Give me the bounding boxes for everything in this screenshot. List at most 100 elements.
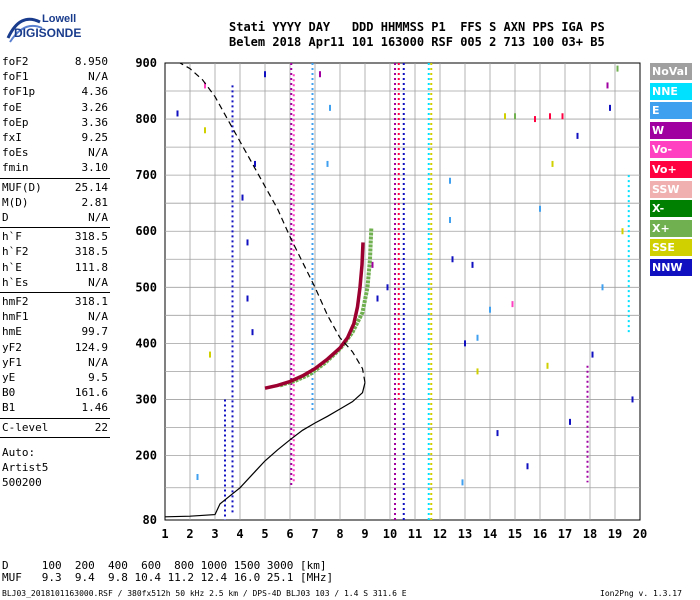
param-row: fxI 9.25 [0, 131, 108, 145]
param-value: 8.950 [74, 55, 108, 68]
x-tick-label: 8 [336, 527, 343, 541]
x-tick-label: 15 [508, 527, 522, 541]
param-row: yE 9.5 [0, 371, 108, 385]
legend-item-vo-: Vo+ [650, 161, 692, 178]
param-row: MUF(D) 25.14 [0, 181, 108, 195]
y-tick-label: 800 [135, 112, 157, 126]
echo-point [621, 228, 624, 235]
legend-item-e: E [650, 102, 692, 120]
legend-item-nnw: NNW [650, 259, 692, 276]
param-label: foF1p [2, 85, 36, 99]
echo-point [449, 177, 451, 184]
param-row: fmin 3.10 [0, 161, 108, 175]
echo-point [511, 301, 514, 308]
x-tick-label: 13 [458, 527, 472, 541]
y-tick-label: 400 [135, 336, 157, 350]
param-row: foF2 8.950 [0, 55, 108, 69]
echo-point [471, 261, 474, 268]
param-separator [0, 417, 110, 419]
echo-point [576, 132, 579, 139]
density-profile-topside [179, 62, 366, 383]
param-value: 111.8 [74, 260, 108, 274]
param-separator [0, 292, 110, 293]
param-value: 318.5 [74, 245, 108, 259]
echo-point [246, 239, 249, 246]
param-value: 161.6 [74, 386, 108, 400]
y-tick-label: 900 [135, 56, 157, 70]
echo-point [241, 194, 244, 201]
param-label: hmE [2, 325, 22, 339]
param-label: h`Es [2, 275, 29, 289]
param-value: N/A [88, 275, 108, 289]
param-label: foEp [2, 115, 29, 129]
autoscale-line1: Auto: [2, 445, 36, 459]
legend-item-ssw: SSW [650, 180, 692, 198]
param-label: yE [2, 371, 16, 384]
trace-layer [164, 62, 374, 518]
param-row: h`Es N/A [0, 276, 108, 290]
logo-line-1: Lowell [42, 13, 77, 25]
plot-frame [164, 62, 641, 521]
param-label: foF2 [2, 55, 29, 68]
digisonde-logo-graphic [6, 17, 43, 43]
x-tick-label: 16 [533, 527, 547, 541]
param-value: 99.7 [81, 325, 109, 339]
param-row: D N/A [0, 211, 108, 225]
echo-point [606, 82, 609, 89]
param-row: B1 1.46 [0, 401, 108, 415]
echo-point [386, 284, 389, 291]
param-label: yF2 [2, 340, 22, 354]
x-tick-label: 14 [483, 527, 497, 541]
echo-point [546, 362, 549, 369]
param-row: B0 161.6 [0, 386, 108, 400]
x-tick-label: 3 [211, 527, 218, 541]
echo-point [476, 334, 479, 341]
param-row: foEs N/A [0, 146, 108, 160]
param-separator [0, 177, 110, 179]
x-tick-label: 19 [608, 527, 622, 541]
param-value: N/A [88, 310, 108, 324]
x-tick-label: 11 [408, 527, 422, 541]
echo-point [209, 351, 211, 358]
header-line-1: Stati YYYY DAY DDD HHMMSS P1 FFS S AXN P… [229, 20, 605, 34]
param-label: foF1 [2, 70, 29, 84]
param-row: foEp 3.36 [0, 116, 108, 130]
echo-point [539, 205, 541, 212]
param-value: 318.5 [74, 230, 108, 244]
echo-point [176, 110, 179, 117]
echo-point [609, 104, 611, 111]
x-tick-label: 7 [311, 527, 318, 541]
param-label: h`E [2, 260, 22, 274]
param-value: 4.36 [81, 85, 109, 99]
muf-row: MUF 9.3 9.4 9.8 10.4 11.2 12.4 16.0 25.1… [2, 571, 334, 584]
param-label: fxI [2, 131, 22, 144]
param-value: 25.14 [74, 180, 108, 194]
param-label: B1 [2, 401, 16, 415]
x-tick-label: 20 [633, 527, 647, 541]
legend-item-sse: SSE [650, 239, 692, 257]
echo-point [504, 113, 506, 120]
param-separator [0, 436, 110, 438]
x-tick-label: 1 [161, 527, 168, 541]
param-value: N/A [88, 146, 108, 160]
param-value: 22 [94, 420, 108, 434]
y-tick-label: 200 [135, 449, 157, 463]
legend-item-w: W [650, 121, 692, 139]
echo-point [451, 256, 454, 263]
echo-point [329, 104, 331, 111]
param-label: yF1 [2, 355, 22, 369]
param-value: 9.25 [81, 131, 109, 144]
density-profile [164, 382, 366, 518]
echo-point [569, 418, 571, 425]
echo-point [489, 306, 491, 313]
echo-point [254, 160, 256, 167]
param-row: M(D) 2.81 [0, 196, 108, 210]
o-trace [264, 242, 365, 390]
param-row: hmF2 318.1 [0, 295, 108, 309]
echo-point [204, 82, 206, 89]
echo-point [196, 474, 199, 481]
distance-row: D 100 200 400 600 800 1000 1500 3000 [km… [2, 559, 327, 572]
param-value: 3.36 [81, 115, 109, 129]
param-row: h`F2 318.5 [0, 245, 108, 259]
param-label: C-level [2, 420, 49, 434]
